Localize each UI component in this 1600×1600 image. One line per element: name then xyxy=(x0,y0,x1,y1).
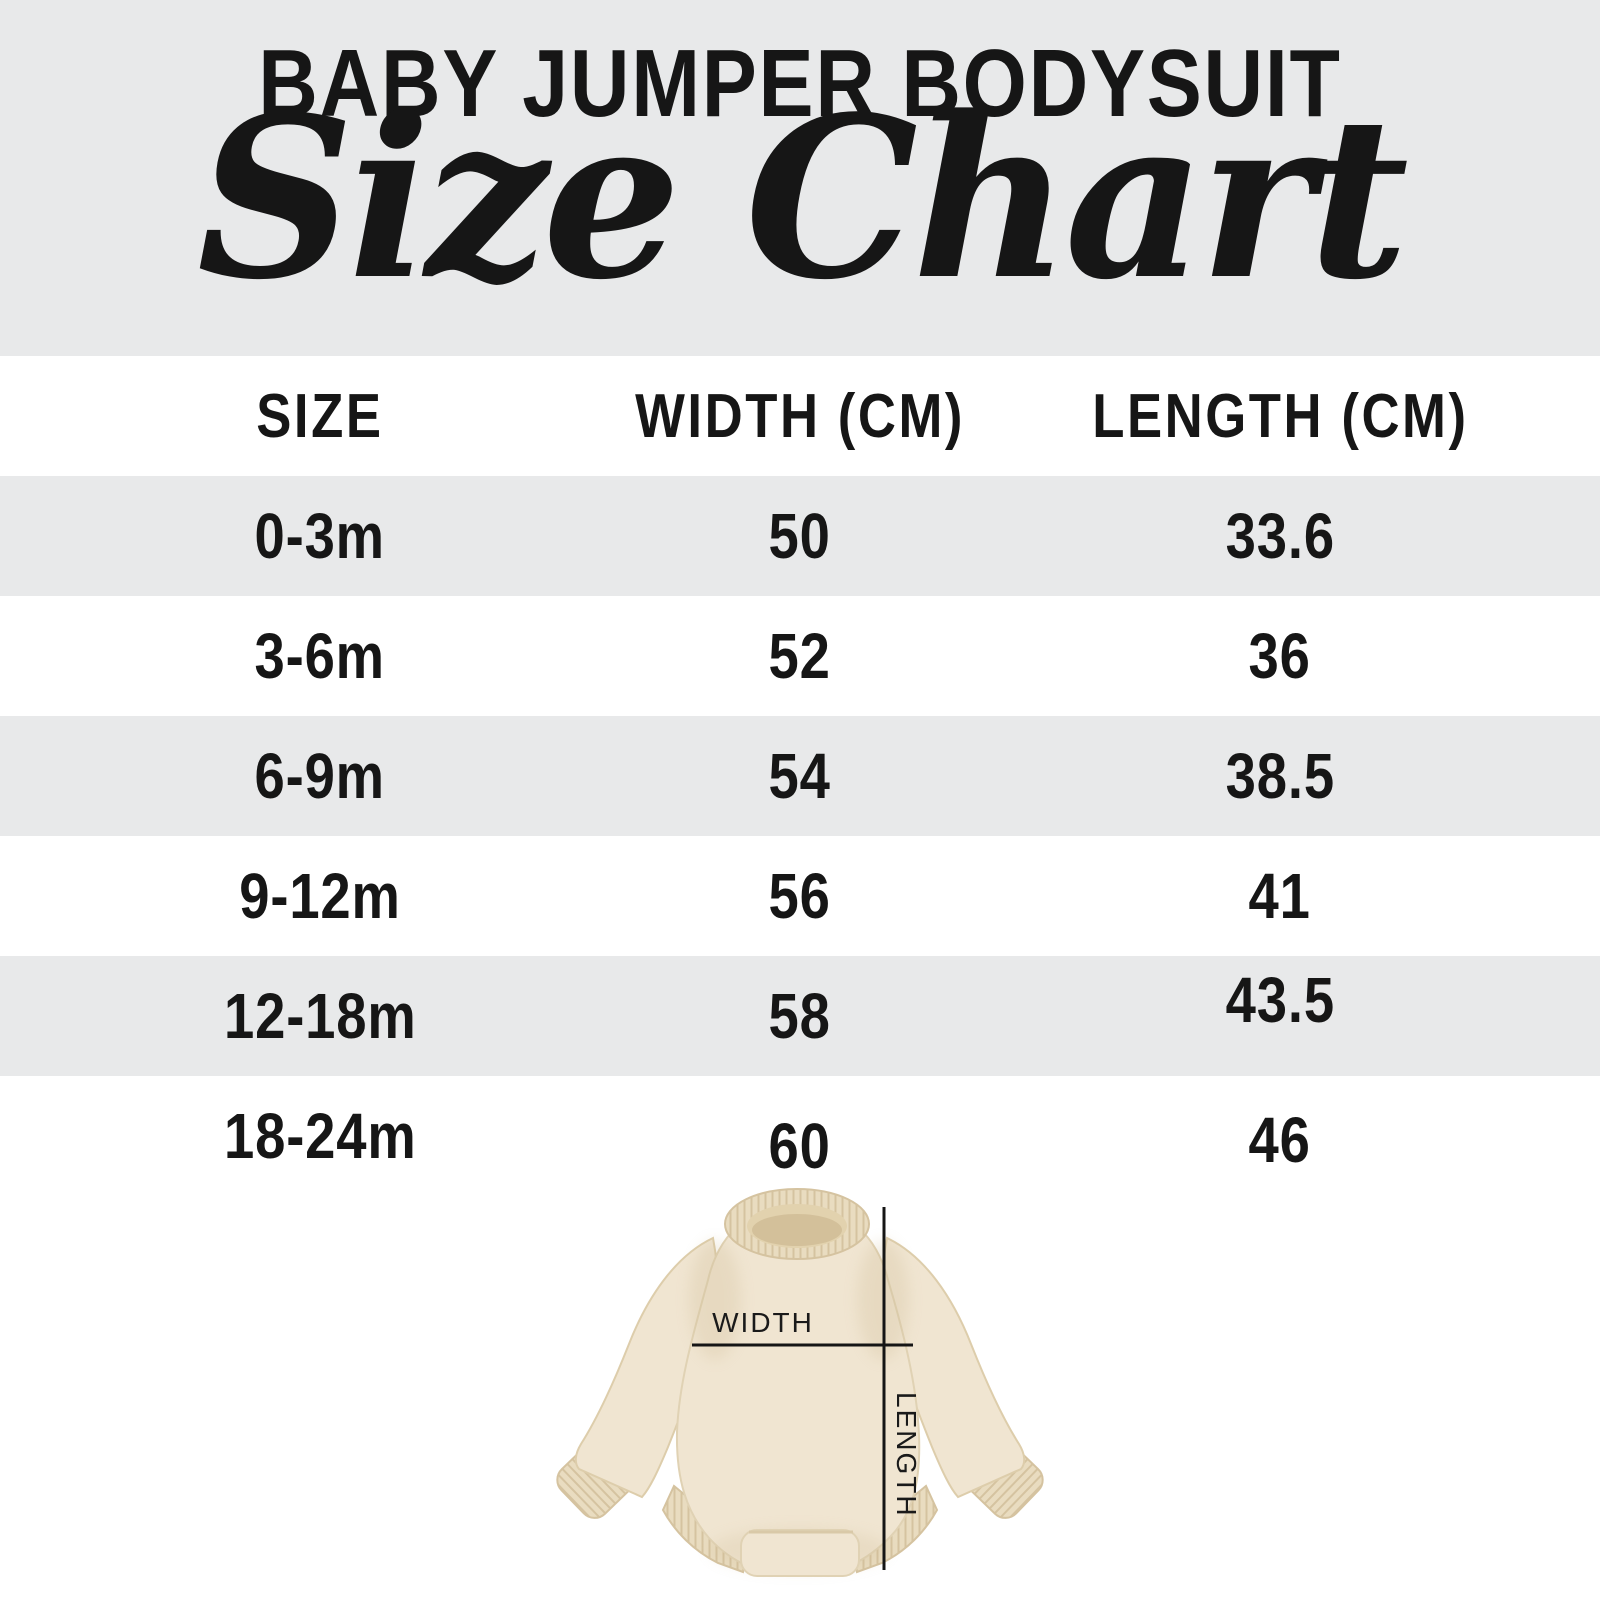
column-header-width: WIDTH (CM) xyxy=(635,381,965,451)
width-label: WIDTH xyxy=(712,1307,814,1338)
table-row: 18-24m 60 46 xyxy=(0,1076,1600,1196)
size-value: 12-18m xyxy=(223,980,417,1052)
header-band: BABY JUMPER BODYSUIT Size Chart xyxy=(0,0,1600,356)
table-row: 9-12m 56 41 xyxy=(0,836,1600,956)
table-row: 3-6m 52 36 xyxy=(0,596,1600,716)
size-value: 9-12m xyxy=(239,860,401,932)
bodysuit-illustration: WIDTH LENGTH xyxy=(556,1188,1044,1578)
width-value: 52 xyxy=(768,620,832,692)
width-value: 56 xyxy=(768,860,832,932)
table-row: 0-3m 50 33.6 xyxy=(0,476,1600,596)
shading-left xyxy=(689,1240,741,1360)
crotch-flap xyxy=(740,1529,860,1577)
left-sleeve xyxy=(556,1236,718,1519)
length-value: 33.6 xyxy=(1225,500,1335,572)
column-header-length: LENGTH (CM) xyxy=(1091,381,1469,451)
collar xyxy=(724,1188,870,1260)
width-value: 60 xyxy=(768,1110,832,1182)
column-header-size: SIZE xyxy=(256,381,384,451)
length-value: 36 xyxy=(1248,620,1312,692)
length-label: LENGTH xyxy=(891,1392,922,1518)
size-value: 6-9m xyxy=(254,740,386,812)
table-row: 6-9m 54 38.5 xyxy=(0,716,1600,836)
width-value: 58 xyxy=(768,980,832,1052)
size-table: SIZE WIDTH (CM) LENGTH (CM) 0-3m 50 33.6… xyxy=(0,356,1600,1196)
width-value: 50 xyxy=(768,500,832,572)
product-subtitle: BABY JUMPER BODYSUIT xyxy=(258,30,1342,137)
length-value: 43.5 xyxy=(1225,964,1335,1036)
length-value: 38.5 xyxy=(1225,740,1335,812)
length-value: 41 xyxy=(1248,860,1312,932)
length-value: 46 xyxy=(1248,1104,1312,1176)
bodysuit-figure: WIDTH LENGTH xyxy=(545,1180,1065,1600)
width-value: 54 xyxy=(768,740,832,812)
size-value: 18-24m xyxy=(223,1100,417,1172)
table-header-row: SIZE WIDTH (CM) LENGTH (CM) xyxy=(0,356,1600,476)
page-title: Size Chart xyxy=(196,69,1409,329)
size-value: 3-6m xyxy=(254,620,386,692)
size-value: 0-3m xyxy=(254,500,386,572)
table-row: 12-18m 58 43.5 xyxy=(0,956,1600,1076)
